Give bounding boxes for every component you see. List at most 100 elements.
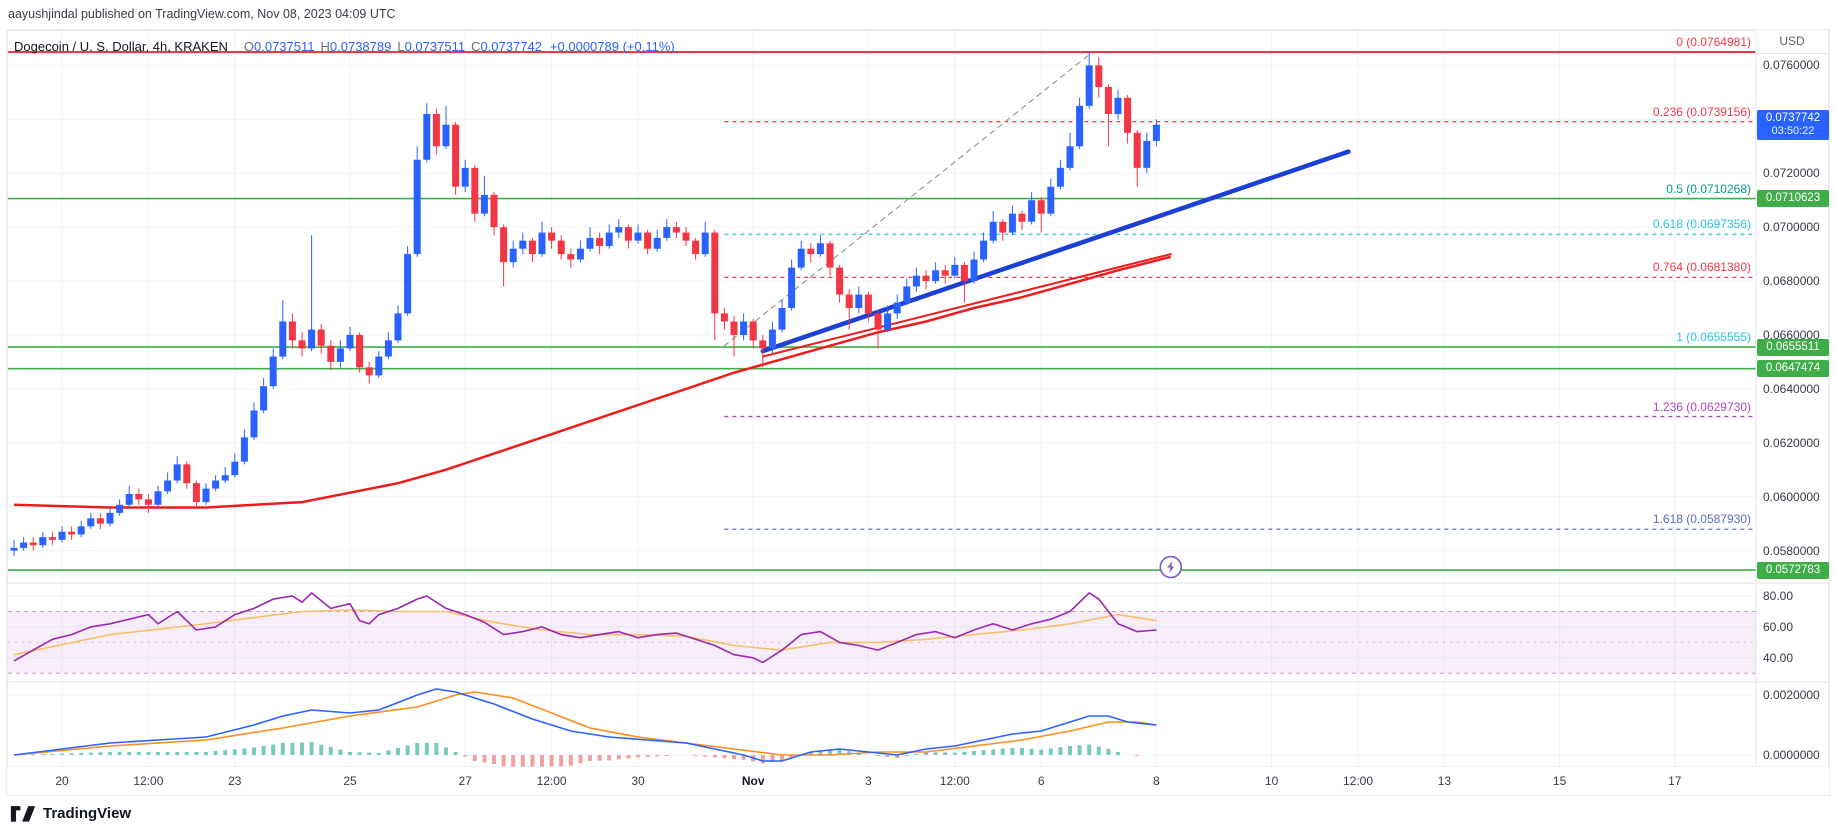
candle-body bbox=[1076, 105, 1084, 147]
candle-body bbox=[1037, 200, 1045, 214]
candle-body bbox=[749, 321, 757, 341]
macd-hist-bar bbox=[626, 755, 631, 759]
chart-frame-border bbox=[6, 29, 1830, 796]
price-scale-currency[interactable]: USD bbox=[1756, 30, 1828, 54]
price-tick-label: 0.0760000 bbox=[1763, 58, 1820, 73]
macd-hist-bar bbox=[376, 752, 381, 755]
macd-hist-bar bbox=[712, 755, 717, 758]
time-tick-label: 25 bbox=[343, 774, 357, 788]
candle-body bbox=[1047, 186, 1055, 214]
candle-body bbox=[624, 227, 632, 241]
macd-hist-bar bbox=[578, 755, 583, 764]
candle-body bbox=[864, 294, 872, 314]
candle-body bbox=[212, 480, 220, 489]
chart-legend[interactable]: Dogecoin / U. S. Dollar, 4h, KRAKEN O0.07… bbox=[14, 39, 675, 54]
candle-body bbox=[279, 321, 287, 357]
dashed-guide[interactable] bbox=[723, 54, 1090, 347]
macd-hist-bar bbox=[117, 752, 122, 755]
macd-hist-bar bbox=[1116, 752, 1120, 755]
candle-body bbox=[855, 294, 863, 309]
macd-hist-bar bbox=[415, 743, 420, 755]
macd-hist-bar bbox=[703, 755, 708, 757]
macd-hist-bar bbox=[885, 755, 890, 757]
candle-body bbox=[135, 493, 143, 500]
macd-hist-bar bbox=[972, 751, 976, 755]
macd-hist-bar bbox=[60, 753, 64, 755]
lightning-marker-icon[interactable] bbox=[1159, 555, 1183, 579]
macd-hist-bar bbox=[664, 755, 669, 756]
macd-hist-bar bbox=[204, 752, 208, 755]
ma-line[interactable] bbox=[13, 255, 1172, 509]
candle-body bbox=[509, 248, 517, 263]
candle-body bbox=[461, 167, 469, 187]
price-scale[interactable]: USD 0.07600000.07400000.07200000.0700000… bbox=[1756, 30, 1835, 767]
candle-body bbox=[586, 237, 594, 249]
candle-body bbox=[826, 243, 834, 268]
macd-hist-bar bbox=[213, 751, 218, 755]
candle-body bbox=[432, 113, 440, 147]
macd-hist-bar bbox=[98, 752, 103, 755]
gridlines-layer bbox=[8, 31, 1756, 766]
macd-hist-bar bbox=[1010, 747, 1015, 755]
price-tick-label: 0.0640000 bbox=[1763, 381, 1820, 396]
macd-hist-bar bbox=[280, 743, 285, 755]
candle-body bbox=[951, 264, 959, 276]
blue-trendline[interactable] bbox=[760, 149, 1351, 354]
macd-hist-bar bbox=[693, 755, 698, 756]
candle-body bbox=[231, 461, 239, 476]
candle-body bbox=[893, 302, 901, 314]
macd-hist-bar bbox=[261, 746, 266, 755]
rsi-tick-label: 60.00 bbox=[1763, 619, 1794, 634]
macd-hist-bar bbox=[309, 742, 314, 755]
candle-body bbox=[96, 518, 104, 524]
candle-body bbox=[58, 531, 66, 540]
candle-body bbox=[557, 240, 565, 255]
macd-hist-bar bbox=[1048, 748, 1053, 755]
candle-body bbox=[605, 232, 613, 247]
macd-hist-bar bbox=[1020, 748, 1024, 755]
tradingview-logo-text[interactable]: TradingView bbox=[43, 804, 132, 822]
macd-hist-bar bbox=[290, 742, 295, 755]
macd-hist-bar bbox=[1058, 747, 1063, 755]
macd-hist-bar bbox=[1000, 748, 1005, 755]
macd-hist-bar bbox=[933, 752, 938, 755]
macd-hist-bar bbox=[338, 749, 343, 755]
time-scale[interactable]: 20 12:00 23 25 27 12:00 30 Nov 3 12:00 6 8 10 12:00 13… bbox=[7, 767, 1829, 795]
price-tick-label: 0.0600000 bbox=[1763, 489, 1820, 504]
candle-body bbox=[356, 334, 364, 368]
macd-hist-bar bbox=[463, 755, 468, 757]
candle-body bbox=[768, 329, 776, 349]
macd-hist-bar bbox=[914, 754, 919, 755]
candle-body bbox=[596, 237, 604, 247]
candle-body bbox=[692, 240, 700, 255]
macd-hist-bar bbox=[770, 755, 775, 763]
macd-hist-bar bbox=[1106, 749, 1111, 755]
level-price-badge: 0.0572783 bbox=[1757, 561, 1829, 579]
macd-hist-bar bbox=[348, 752, 352, 755]
candle-body bbox=[615, 227, 623, 233]
tradingview-logo-icon[interactable] bbox=[10, 803, 36, 823]
candle-body bbox=[836, 267, 844, 295]
candle-body bbox=[932, 270, 940, 282]
candle-body bbox=[701, 232, 709, 255]
candle-body bbox=[730, 321, 738, 335]
macd-hist-bar bbox=[645, 755, 650, 757]
macd-hist-bar bbox=[242, 748, 247, 755]
candle-body bbox=[144, 499, 152, 505]
fib-lines-layer[interactable] bbox=[724, 120, 1756, 530]
low-value: 0.0737511 bbox=[404, 39, 466, 54]
macd-hist-bar bbox=[146, 752, 151, 755]
macd-tick-label: 0.0020000 bbox=[1763, 688, 1820, 702]
candle-body bbox=[250, 410, 258, 438]
candle-body bbox=[759, 340, 767, 349]
candle-body bbox=[327, 345, 335, 362]
macd-hist-bar bbox=[300, 742, 304, 755]
macd-hist-bar bbox=[444, 747, 448, 755]
red-trendline[interactable] bbox=[761, 253, 1172, 358]
macd-hist-bar bbox=[386, 750, 391, 755]
macd-hist-bar bbox=[981, 750, 986, 755]
candle-body bbox=[1124, 97, 1132, 133]
candle-body bbox=[317, 329, 325, 346]
macd-hist-bar bbox=[741, 755, 746, 760]
